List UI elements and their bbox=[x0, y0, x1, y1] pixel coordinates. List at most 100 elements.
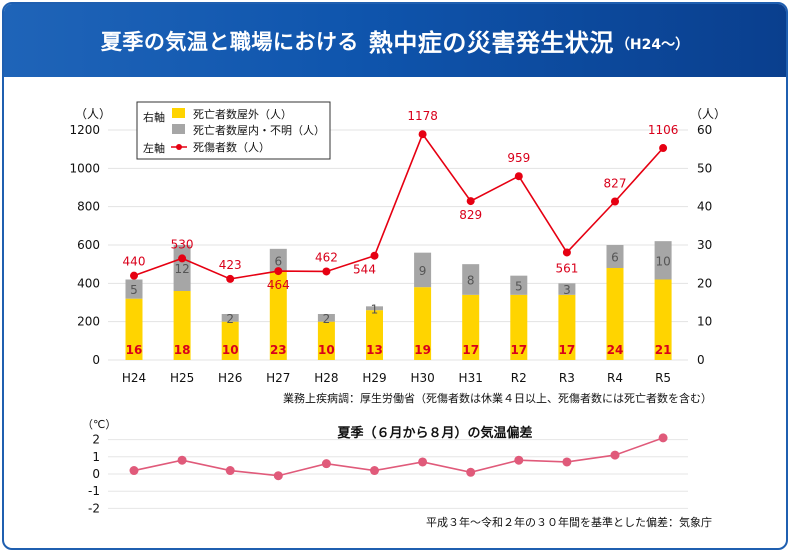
bar-outdoor-label: 17 bbox=[559, 343, 576, 357]
bar-indoor-label: 6 bbox=[611, 251, 619, 265]
right-tick-label: 40 bbox=[697, 200, 712, 214]
x-tick-label: R3 bbox=[559, 371, 575, 385]
temp-axis-unit: （℃） bbox=[82, 418, 116, 431]
casualties-point bbox=[226, 274, 235, 283]
right-tick-label: 0 bbox=[697, 353, 705, 367]
temp-anomaly-point bbox=[177, 455, 187, 465]
temp-anomaly-line bbox=[133, 437, 664, 477]
x-tick-label: H25 bbox=[170, 371, 194, 385]
bar-outdoor-label: 16 bbox=[126, 343, 143, 357]
bar-outdoor-label: 10 bbox=[318, 343, 335, 357]
temp-anomaly-point bbox=[610, 450, 620, 460]
legend-swatch-outdoor bbox=[172, 108, 185, 118]
right-tick-label: 20 bbox=[697, 276, 712, 290]
bar-indoor bbox=[366, 306, 383, 311]
left-tick-label: 800 bbox=[77, 200, 100, 214]
right-tick-label: 10 bbox=[697, 315, 712, 329]
right-tick-label: 50 bbox=[697, 161, 712, 175]
casualties-value-label: 829 bbox=[459, 208, 482, 222]
bar-outdoor-label: 10 bbox=[222, 343, 239, 357]
casualties-point bbox=[562, 248, 571, 257]
bar-outdoor bbox=[462, 294, 480, 360]
left-tick-label: 200 bbox=[77, 315, 100, 329]
right-axis-unit: （人） bbox=[690, 107, 726, 121]
casualties-point bbox=[322, 267, 331, 276]
legend-swatch-point bbox=[176, 144, 182, 150]
temp-anomaly-point bbox=[321, 459, 331, 469]
bar-indoor-label: 2 bbox=[226, 312, 234, 326]
bar-outdoor-label: 19 bbox=[414, 343, 431, 357]
bar-indoor bbox=[654, 241, 672, 280]
casualties-point bbox=[178, 254, 187, 263]
casualties-point bbox=[514, 172, 523, 181]
bar-outdoor bbox=[558, 294, 576, 360]
bar-outdoor bbox=[654, 279, 672, 360]
bar-indoor-label: 3 bbox=[563, 283, 571, 297]
x-tick-label: H31 bbox=[459, 371, 483, 385]
bar-outdoor-label: 18 bbox=[174, 343, 191, 357]
bar-indoor-label: 8 bbox=[467, 274, 475, 288]
x-tick-label: H27 bbox=[266, 371, 290, 385]
bar-indoor-label: 5 bbox=[515, 279, 523, 293]
legend-box bbox=[136, 101, 331, 160]
temp-anomaly-point bbox=[658, 433, 668, 443]
temp-chart-title: 夏季（６月から８月）の気温偏差 bbox=[336, 425, 532, 441]
x-tick-label: R2 bbox=[511, 371, 527, 385]
bar-indoor bbox=[269, 248, 287, 272]
x-tick-label: H30 bbox=[410, 371, 434, 385]
left-tick-label: 1000 bbox=[69, 161, 100, 175]
temp-tick-label: -1 bbox=[88, 484, 100, 498]
bar-indoor bbox=[606, 245, 624, 268]
casualties-point bbox=[466, 197, 475, 206]
casualties-value-label: 827 bbox=[604, 176, 627, 190]
casualties-value-label: 959 bbox=[507, 151, 530, 165]
temp-tick-label: 2 bbox=[92, 433, 100, 447]
source-note-2: 平成３年〜令和２年の３０年間を基準とした偏差：気象庁 bbox=[426, 515, 712, 529]
casualties-value-label: 544 bbox=[353, 263, 376, 277]
bar-indoor-label: 10 bbox=[655, 254, 670, 268]
right-tick-label: 60 bbox=[697, 123, 712, 137]
casualties-point bbox=[370, 251, 379, 260]
legend-casualties: 死傷者数（人） bbox=[193, 140, 270, 154]
bar-indoor bbox=[510, 275, 528, 295]
temp-anomaly-point bbox=[273, 471, 283, 481]
temp-tick-label: 0 bbox=[92, 467, 100, 481]
title-part-2: 熱中症の災害発生状況 bbox=[368, 29, 614, 57]
bar-indoor bbox=[462, 264, 480, 295]
casualties-value-label: 1178 bbox=[407, 109, 438, 123]
right-tick-label: 30 bbox=[697, 238, 712, 252]
bar-indoor bbox=[173, 245, 191, 291]
casualties-point bbox=[611, 197, 619, 206]
bar-outdoor bbox=[606, 268, 624, 360]
casualties-value-label: 1106 bbox=[648, 123, 679, 137]
bar-outdoor-label: 24 bbox=[607, 343, 624, 357]
bar-indoor-label: 9 bbox=[419, 264, 427, 278]
casualties-value-label: 462 bbox=[315, 250, 338, 264]
temp-tick-label: -2 bbox=[88, 501, 100, 515]
bar-outdoor bbox=[317, 321, 335, 360]
bar-outdoor bbox=[510, 294, 528, 360]
casualties-point bbox=[418, 130, 427, 139]
source-note-1: 業務上疾病調：厚生労働省（死傷者数は休業４日以上、死傷者数には死亡者数を含む） bbox=[283, 391, 712, 405]
temp-anomaly-point bbox=[225, 466, 235, 476]
legend-right-axis-label: 右軸 bbox=[143, 110, 165, 124]
title-part-1: 夏季の気温と職場における bbox=[100, 29, 359, 54]
bar-outdoor-label: 13 bbox=[366, 343, 383, 357]
casualties-value-label: 440 bbox=[123, 255, 146, 269]
bar-outdoor bbox=[414, 287, 432, 360]
casualties-point bbox=[130, 271, 138, 280]
bar-outdoor-label: 17 bbox=[462, 343, 479, 357]
left-tick-label: 1200 bbox=[69, 123, 100, 137]
bar-indoor-label: 6 bbox=[274, 254, 282, 268]
x-tick-label: H24 bbox=[122, 371, 146, 385]
bar-outdoor-label: 23 bbox=[270, 343, 287, 357]
bar-outdoor bbox=[269, 271, 287, 360]
left-tick-label: 600 bbox=[77, 238, 100, 252]
casualties-line bbox=[133, 132, 664, 280]
casualties-point bbox=[274, 267, 283, 276]
title-part-3: （H24〜） bbox=[615, 36, 690, 53]
bar-indoor bbox=[414, 252, 432, 288]
temp-anomaly-point bbox=[129, 466, 139, 476]
bar-indoor-label: 2 bbox=[323, 312, 331, 326]
